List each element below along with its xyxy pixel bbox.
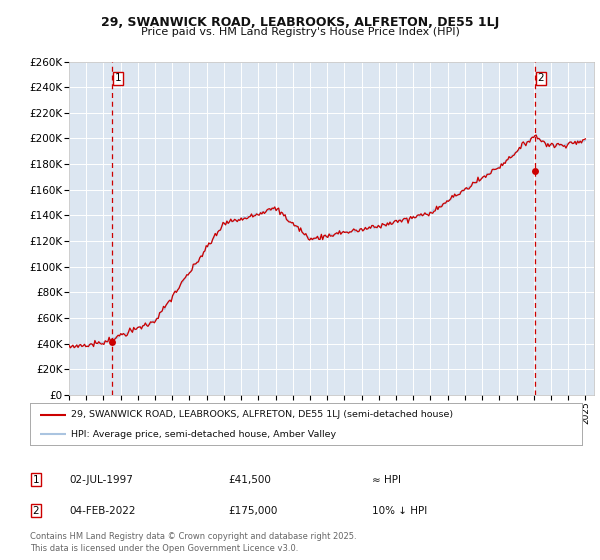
Text: ≈ HPI: ≈ HPI [372, 475, 401, 485]
Text: HPI: Average price, semi-detached house, Amber Valley: HPI: Average price, semi-detached house,… [71, 430, 337, 439]
Text: 29, SWANWICK ROAD, LEABROOKS, ALFRETON, DE55 1LJ (semi-detached house): 29, SWANWICK ROAD, LEABROOKS, ALFRETON, … [71, 410, 454, 419]
Text: £175,000: £175,000 [228, 506, 277, 516]
Text: 2: 2 [538, 73, 544, 83]
Text: Contains HM Land Registry data © Crown copyright and database right 2025.
This d: Contains HM Land Registry data © Crown c… [30, 533, 356, 553]
Text: 1: 1 [32, 475, 40, 485]
Text: 04-FEB-2022: 04-FEB-2022 [69, 506, 136, 516]
Text: 02-JUL-1997: 02-JUL-1997 [69, 475, 133, 485]
Text: 1: 1 [115, 73, 121, 83]
Text: 10% ↓ HPI: 10% ↓ HPI [372, 506, 427, 516]
Text: 29, SWANWICK ROAD, LEABROOKS, ALFRETON, DE55 1LJ: 29, SWANWICK ROAD, LEABROOKS, ALFRETON, … [101, 16, 499, 29]
Text: 2: 2 [32, 506, 40, 516]
Text: £41,500: £41,500 [228, 475, 271, 485]
Text: Price paid vs. HM Land Registry's House Price Index (HPI): Price paid vs. HM Land Registry's House … [140, 27, 460, 37]
